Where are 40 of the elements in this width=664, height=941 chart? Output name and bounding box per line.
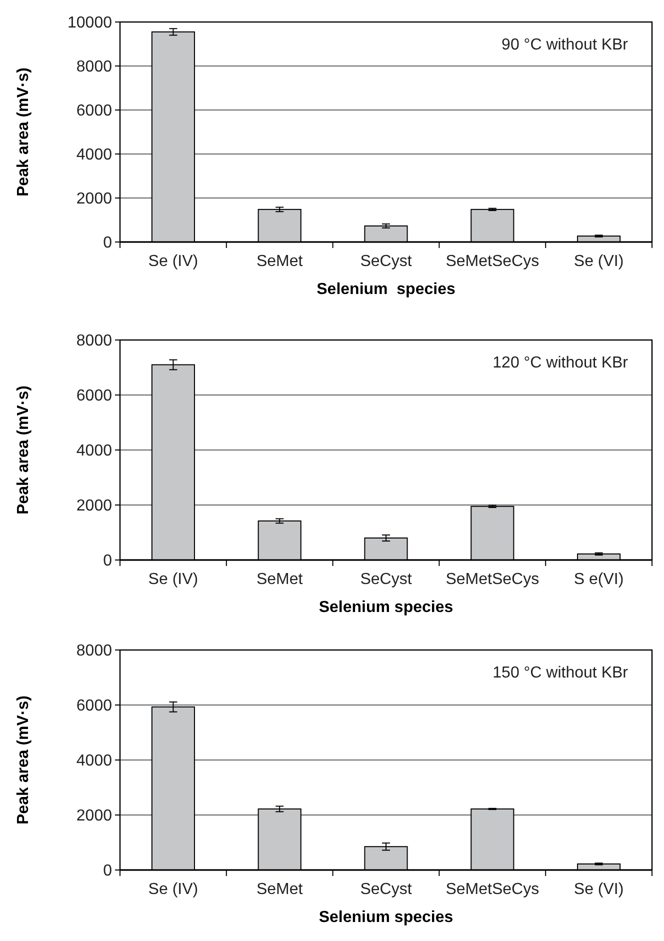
y-tick-label: 4000: [76, 752, 112, 770]
y-tick-label: 6000: [76, 388, 112, 405]
y-tick-label: 2000: [76, 498, 112, 515]
y-tick-label: 10000: [68, 14, 112, 32]
x-tick-label: SeMet: [256, 881, 304, 898]
annotation: 150 °C without KBr: [492, 664, 629, 682]
x-tick-label: SeCyst: [360, 881, 412, 898]
x-tick-label: Se (VI): [574, 253, 624, 270]
y-tick-label: 8000: [76, 58, 112, 76]
y-tick-label: 6000: [76, 698, 112, 715]
y-axis-title: Peak area (mV·s): [15, 68, 32, 196]
y-axis-title: Peak area (mV·s): [15, 696, 32, 824]
x-tick-label: SeMetSeCys: [446, 253, 540, 270]
x-tick-label: SeMet: [256, 571, 304, 588]
x-tick-label: S e(VI): [574, 571, 624, 588]
x-axis-title: Selenium species: [318, 909, 454, 926]
y-tick-label: 2000: [76, 190, 112, 208]
x-tick-label: Se (IV): [148, 253, 198, 270]
y-tick-label: 4000: [76, 146, 112, 164]
y-tick-label: 0: [103, 862, 112, 880]
y-tick-label: 8000: [76, 332, 112, 350]
x-tick-label: SeMet: [256, 253, 304, 270]
y-tick-label: 0: [103, 234, 112, 252]
x-axis-title: Selenium species: [318, 599, 454, 616]
x-axis-title: Selenium species: [316, 281, 456, 298]
x-tick-label: SeCyst: [360, 253, 412, 270]
y-axis-title: Peak area (mV·s): [15, 386, 32, 514]
x-tick-label: Se (IV): [148, 881, 198, 898]
y-tick-label: 8000: [76, 642, 112, 660]
annotation: 120 °C without KBr: [492, 354, 629, 372]
x-tick-label: Se (VI): [574, 881, 624, 898]
x-tick-label: SeMetSeCys: [446, 571, 540, 588]
y-tick-label: 2000: [76, 808, 112, 825]
x-tick-label: SeCyst: [360, 571, 412, 588]
y-tick-label: 4000: [76, 442, 112, 460]
y-tick-label: 0: [103, 552, 112, 570]
x-tick-label: SeMetSeCys: [446, 881, 540, 898]
y-tick-label: 6000: [76, 102, 112, 120]
x-tick-label: Se (IV): [148, 571, 198, 588]
annotation: 90 °C without KBr: [502, 36, 629, 54]
